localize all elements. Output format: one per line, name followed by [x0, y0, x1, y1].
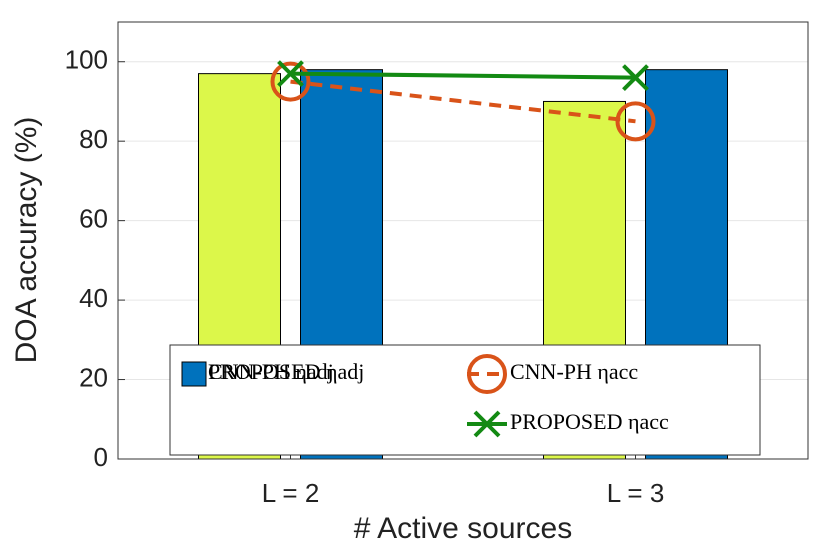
y-tick-label: 60 [79, 204, 108, 234]
legend-label: PROPOSED ηadj [208, 359, 364, 384]
line [290, 79, 636, 124]
marker [270, 61, 311, 102]
marker [615, 101, 656, 142]
y-axis-label: DOA accuracy (%) [10, 117, 43, 364]
y-tick-label: 100 [65, 45, 108, 75]
legend-swatch [181, 361, 207, 387]
plot-frame [117, 21, 809, 460]
line [290, 71, 636, 80]
x-axis-label: # Active sources [354, 512, 572, 545]
y-tick-label: 80 [79, 124, 108, 154]
marker [622, 64, 649, 92]
legend-label: CNN-PH ηacc [510, 359, 638, 384]
y-tick-label: 40 [79, 283, 108, 313]
legend-box [169, 344, 761, 456]
legend-label: CNN-PH ηadj [208, 359, 334, 384]
legend-label: PROPOSED ηacc [510, 409, 669, 434]
legend-marker [467, 354, 507, 394]
x-tick-label: L = 3 [607, 478, 665, 508]
y-tick-label: 0 [94, 442, 108, 472]
marker [277, 60, 304, 88]
y-tick-label: 20 [79, 362, 108, 392]
x-tick-label: L = 2 [262, 478, 320, 508]
legend-marker [473, 410, 501, 438]
